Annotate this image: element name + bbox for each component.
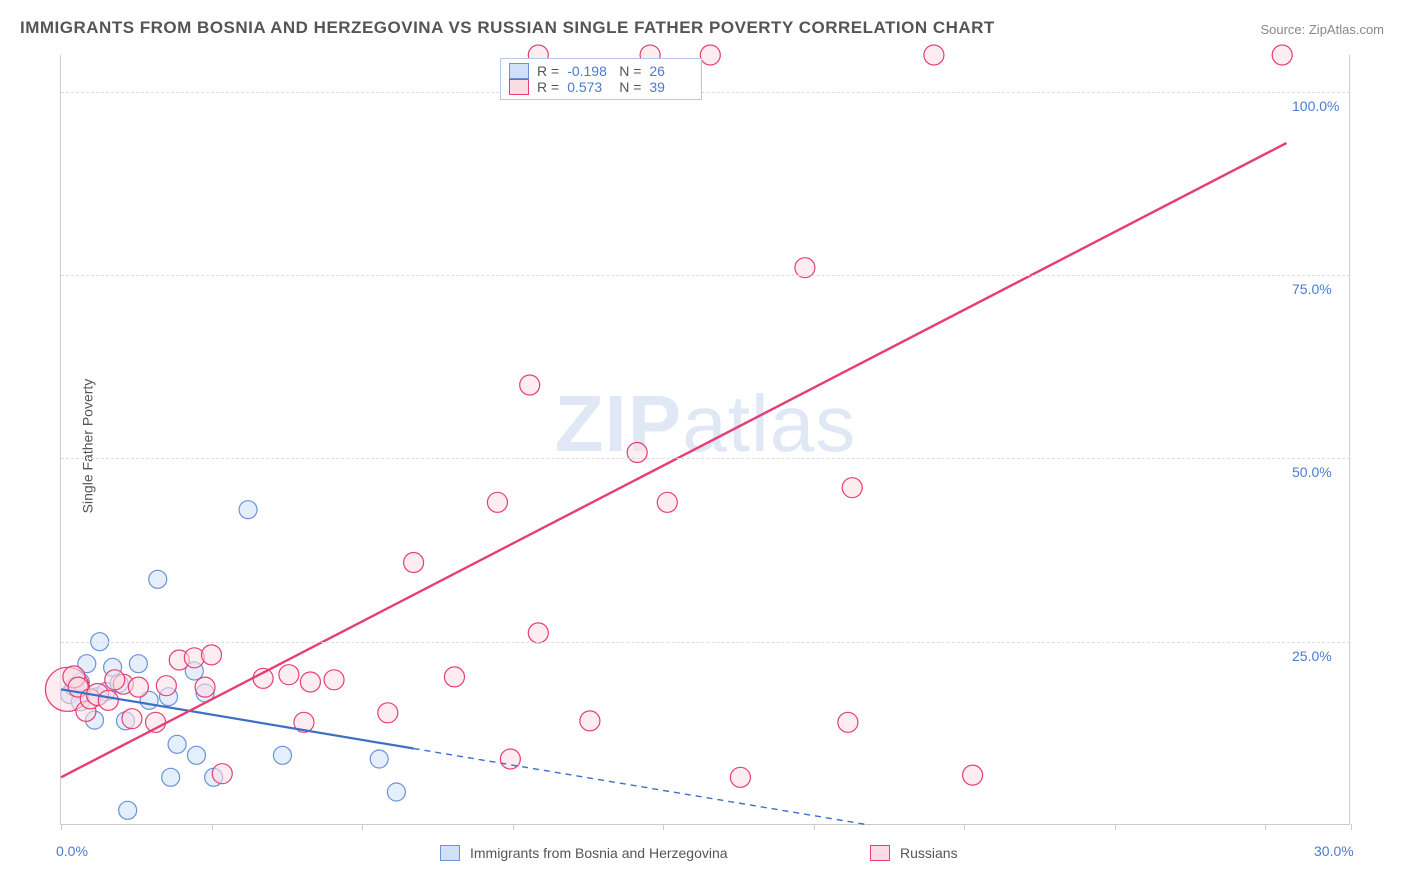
legend-series-bosnia: Immigrants from Bosnia and Herzegovina — [440, 845, 728, 861]
trendline-bosnia — [61, 689, 414, 748]
legend-stat-row-bosnia: R = -0.198 N = 26 — [509, 63, 693, 79]
data-point-russians — [444, 667, 464, 687]
x-tick-mark — [814, 824, 815, 830]
chart-svg — [61, 55, 1350, 824]
legend-R-value-russians: 0.573 — [567, 79, 611, 95]
x-tick-mark — [61, 824, 62, 830]
data-point-russians — [1272, 45, 1292, 65]
data-point-russians — [963, 765, 983, 785]
data-point-russians — [279, 665, 299, 685]
x-tick-mark — [362, 824, 363, 830]
legend-stats-box: R = -0.198 N = 26 R = 0.573 N = 39 — [500, 58, 702, 100]
data-point-russians — [156, 676, 176, 696]
data-point-russians — [580, 711, 600, 731]
data-point-russians — [500, 749, 520, 769]
x-tick-mark — [513, 824, 514, 830]
x-tick-mark — [1115, 824, 1116, 830]
legend-label-russians: Russians — [900, 845, 958, 861]
data-point-russians — [122, 709, 142, 729]
data-point-russians — [253, 668, 273, 688]
trendline-bosnia-dashed — [414, 749, 870, 825]
data-point-russians — [700, 45, 720, 65]
gridline — [61, 275, 1350, 276]
plot-area: ZIPatlas — [60, 55, 1350, 825]
data-point-russians — [195, 677, 215, 697]
trendline-russians — [61, 143, 1287, 777]
data-point-bosnia — [187, 746, 205, 764]
legend-swatch-bosnia — [440, 845, 460, 861]
legend-R-label: R = — [537, 79, 559, 95]
legend-N-label: N = — [619, 79, 641, 95]
data-point-russians — [378, 703, 398, 723]
y-tick-label: 25.0% — [1292, 648, 1332, 664]
data-point-russians — [838, 712, 858, 732]
data-point-russians — [128, 677, 148, 697]
data-point-bosnia — [119, 801, 137, 819]
legend-N-value-russians: 39 — [649, 79, 693, 95]
y-tick-label: 75.0% — [1292, 281, 1332, 297]
data-point-russians — [300, 672, 320, 692]
data-point-russians — [212, 764, 232, 784]
data-point-bosnia — [387, 783, 405, 801]
legend-N-label: N = — [619, 63, 641, 79]
data-point-russians — [842, 478, 862, 498]
x-tick-mark — [1265, 824, 1266, 830]
gridline — [61, 642, 1350, 643]
data-point-russians — [404, 552, 424, 572]
legend-R-value-bosnia: -0.198 — [567, 63, 611, 79]
data-point-bosnia — [129, 655, 147, 673]
x-tick-label: 0.0% — [56, 843, 88, 859]
legend-series-russians: Russians — [870, 845, 958, 861]
x-tick-label: 30.0% — [1314, 843, 1354, 859]
x-tick-mark — [663, 824, 664, 830]
data-point-russians — [627, 442, 647, 462]
legend-swatch-bosnia — [509, 63, 529, 79]
data-point-russians — [202, 645, 222, 665]
data-point-bosnia — [239, 501, 257, 519]
chart-title: IMMIGRANTS FROM BOSNIA AND HERZEGOVINA V… — [20, 18, 995, 38]
x-tick-mark — [212, 824, 213, 830]
data-point-russians — [98, 690, 118, 710]
x-tick-mark — [964, 824, 965, 830]
data-point-russians — [528, 623, 548, 643]
legend-label-bosnia: Immigrants from Bosnia and Herzegovina — [470, 845, 728, 861]
data-point-russians — [105, 670, 125, 690]
x-tick-mark — [1351, 824, 1352, 830]
data-point-russians — [487, 492, 507, 512]
source-label: Source: ZipAtlas.com — [1260, 22, 1384, 37]
legend-stat-row-russians: R = 0.573 N = 39 — [509, 79, 693, 95]
y-tick-label: 100.0% — [1292, 98, 1339, 114]
y-tick-label: 50.0% — [1292, 464, 1332, 480]
data-point-bosnia — [273, 746, 291, 764]
data-point-bosnia — [162, 768, 180, 786]
data-point-russians — [657, 492, 677, 512]
data-point-russians — [924, 45, 944, 65]
data-point-bosnia — [168, 735, 186, 753]
data-point-russians — [324, 670, 344, 690]
legend-swatch-russians — [870, 845, 890, 861]
legend-swatch-russians — [509, 79, 529, 95]
data-point-russians — [730, 767, 750, 787]
data-point-bosnia — [370, 750, 388, 768]
data-point-bosnia — [149, 570, 167, 588]
legend-N-value-bosnia: 26 — [649, 63, 693, 79]
legend-R-label: R = — [537, 63, 559, 79]
gridline — [61, 92, 1350, 93]
data-point-russians — [184, 648, 204, 668]
data-point-russians — [520, 375, 540, 395]
gridline — [61, 458, 1350, 459]
